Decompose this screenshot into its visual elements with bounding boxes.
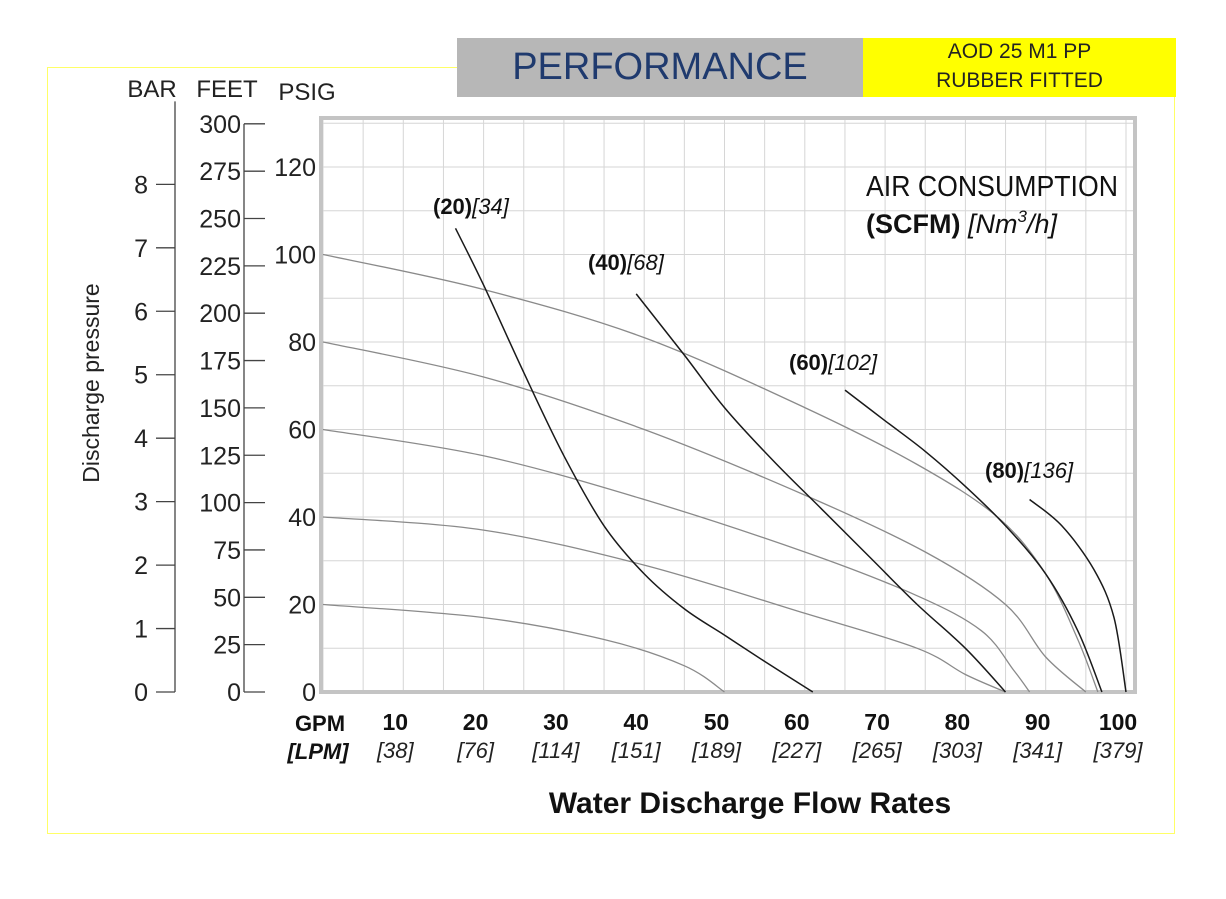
bar-tick-label: 3 [134,489,148,517]
x-tick-lpm: [151] [611,738,662,763]
feet-tick-label: 150 [199,395,241,423]
y-axis-title: Discharge pressure [78,283,104,482]
psig-tick-label: 100 [274,242,316,270]
feet-tick-label: 50 [213,584,241,612]
pressure-curve-20 [322,603,725,693]
feet-tick-label: 300 [199,111,241,139]
psig-tick-label: 120 [274,154,316,182]
psig-axis-label: PSIG [278,79,335,106]
x-tick-lpm: [38] [376,738,415,763]
x-tick-gpm: 30 [543,709,569,735]
feet-tick-label: 75 [213,537,241,565]
psig-tick-label: 80 [288,329,316,357]
air-legend-units: (SCFM) [Nm3/h] [866,207,1058,239]
model-name: AOD 25 M1 PP [947,40,1092,63]
psig-tick-label: 20 [288,592,316,620]
bar-tick-label: 6 [134,298,148,326]
air-curve-4 [1029,498,1127,693]
bar-axis-label: BAR [127,76,176,103]
gpm-unit-label: GPM [295,711,345,736]
x-tick-lpm: [341] [1012,738,1063,763]
bar-tick-label: 4 [134,425,148,453]
x-tick-gpm: 20 [463,709,489,735]
air-curve-label: (40)[68] [588,250,665,275]
air-curve-1 [454,227,814,693]
feet-tick-label: 175 [199,348,241,376]
feet-tick-label: 0 [227,679,241,707]
air-legend-title: AIR CONSUMPTION [866,171,1118,203]
feet-tick-label: 25 [213,632,241,660]
x-axis-title: Water Discharge Flow Rates [549,787,951,820]
x-tick-gpm: 70 [864,709,890,735]
air-curve-label: (80)[136] [985,458,1074,483]
air-curve-label: (20)[34] [433,194,510,219]
performance-header: PERFORMANCE [457,38,863,97]
bar-tick-label: 0 [134,679,148,707]
bar-tick-label: 5 [134,362,148,390]
pressure-curve-100 [322,253,1099,693]
psig-tick-label: 0 [302,679,316,707]
x-tick-lpm: [379] [1093,738,1144,763]
plot-border [319,116,1137,694]
x-tick-gpm: 80 [945,709,971,735]
psig-tick-label: 40 [288,504,316,532]
bar-tick-label: 7 [134,235,148,263]
x-tick-lpm: [303] [932,738,983,763]
x-tick-lpm: [265] [852,738,903,763]
x-tick-lpm: [76] [456,738,495,763]
x-tick-gpm: 90 [1025,709,1051,735]
feet-tick-label: 225 [199,253,241,281]
air-curve-3 [844,389,1103,693]
x-tick-gpm: 60 [784,709,810,735]
bar-tick-label: 8 [134,171,148,199]
air-curve-2 [635,293,1007,693]
model-fitting: RUBBER FITTED [936,69,1103,92]
x-tick-lpm: [189] [691,738,742,763]
bar-tick-label: 2 [134,552,148,580]
x-tick-gpm: 100 [1099,709,1137,735]
air-curve-label: (60)[102] [789,350,878,375]
model-badge: AOD 25 M1 PP RUBBER FITTED [863,38,1176,97]
x-tick-gpm: 40 [623,709,649,735]
pressure-curve-80 [322,341,1087,693]
feet-axis-label: FEET [196,76,258,103]
psig-tick-label: 60 [288,417,316,445]
feet-tick-label: 100 [199,490,241,518]
x-tick-lpm: [114] [531,738,580,763]
x-tick-gpm: 10 [383,709,409,735]
x-tick-gpm: 50 [704,709,730,735]
x-tick-lpm: [227] [771,738,822,763]
lpm-unit-label: [LPM] [286,739,349,764]
feet-tick-label: 250 [199,206,241,234]
feet-tick-label: 200 [199,300,241,328]
pressure-curve-40 [322,516,1006,693]
feet-tick-label: 125 [199,442,241,470]
pressure-curve-60 [322,428,1031,693]
feet-tick-label: 275 [199,158,241,186]
bar-tick-label: 1 [134,616,148,644]
